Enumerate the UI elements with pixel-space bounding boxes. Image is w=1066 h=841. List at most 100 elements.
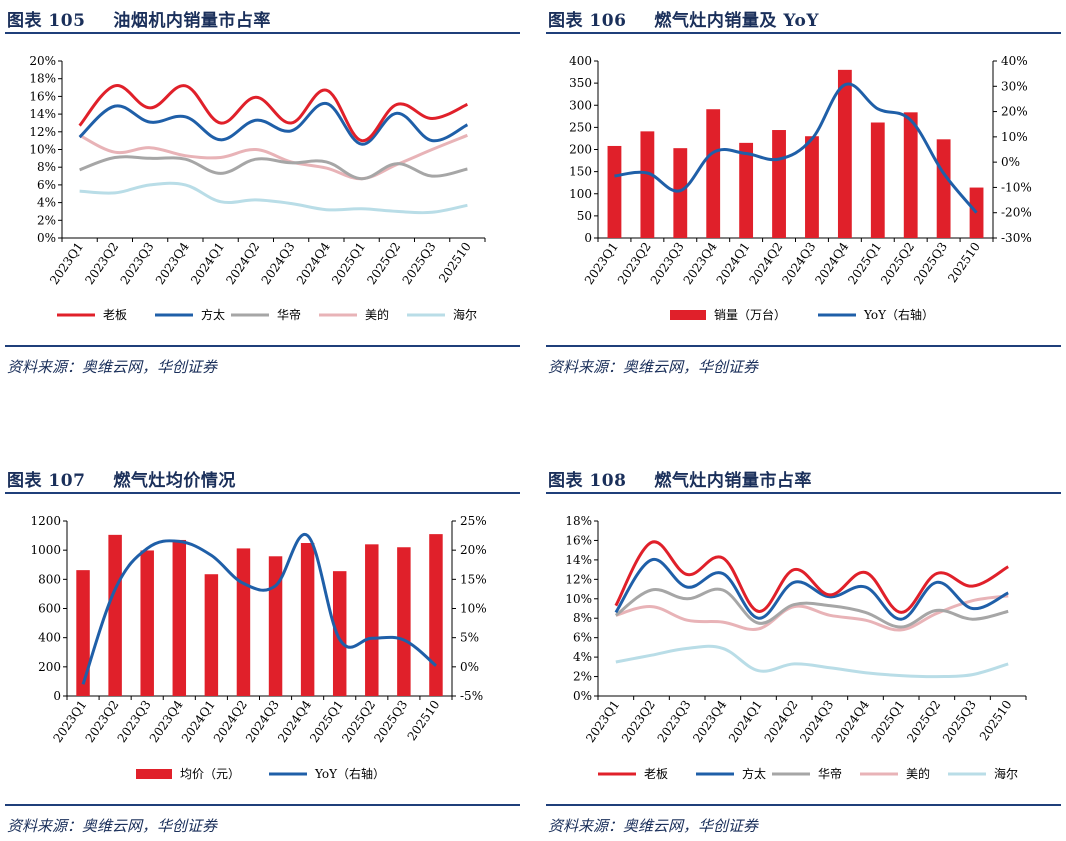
x-tick-label: 2023Q3	[655, 698, 694, 745]
bar-2024Q1	[204, 574, 219, 696]
y-tick-label: 0%	[573, 689, 592, 703]
bar-2024Q4	[300, 543, 315, 696]
y-tick-label: 250	[569, 120, 592, 134]
y-tick-label: 14%	[565, 553, 592, 567]
chart-107: 0200400600800100012002023Q12023Q22023Q32…	[30, 514, 487, 781]
legend-label: 海尔	[994, 766, 1018, 781]
y-tick-label: 18%	[29, 72, 56, 86]
bar-2024Q1	[739, 142, 754, 238]
chart-number: 图表 107	[7, 471, 86, 491]
y2-tick-label: 10%	[1001, 130, 1028, 144]
y-tick-label: 16%	[29, 89, 56, 103]
source-rule	[546, 804, 1061, 806]
y-tick-label: 400	[569, 54, 592, 68]
y2-tick-label: 5%	[460, 631, 479, 645]
legend-label: 美的	[906, 766, 930, 781]
bar-2025Q2	[903, 112, 918, 238]
x-tick-label: 2025Q3	[371, 698, 410, 745]
legend-label: YoY（右轴）	[863, 307, 934, 322]
legend-label: 华帝	[277, 307, 301, 322]
y-tick-label: 10%	[565, 592, 592, 606]
bar-2023Q1	[607, 145, 622, 238]
legend-swatch	[136, 769, 172, 779]
title-rule	[546, 492, 1061, 494]
chart-title-text: 燃气灶内销量市占率	[654, 471, 812, 491]
yoy-line	[614, 82, 978, 214]
y-tick-label: 0	[53, 689, 61, 703]
y-tick-label: 800	[38, 572, 61, 586]
bar-2024Q4	[837, 69, 852, 238]
legend-label: 老板	[644, 767, 668, 781]
y-tick-label: 4%	[573, 650, 592, 664]
bar-2023Q4	[172, 539, 187, 696]
y-tick-label: 10%	[29, 143, 56, 157]
bar-2025Q3	[397, 547, 411, 696]
legend-label: 老板	[103, 308, 127, 322]
x-tick-label: 2023Q4	[690, 697, 729, 745]
y-tick-label: 350	[569, 76, 592, 90]
y2-tick-label: 20%	[460, 543, 487, 557]
chart-title: 图表 107 燃气灶均价情况	[7, 466, 236, 491]
x-tick-label: 2025Q3	[911, 240, 950, 287]
bar-2023Q4	[706, 109, 721, 238]
chart-title: 图表 108 燃气灶内销量市占率	[548, 466, 812, 491]
y-tick-label: 300	[569, 98, 592, 112]
chart-title: 图表 106 燃气灶内销量及 YoY	[548, 6, 819, 31]
y-tick-label: 2%	[573, 670, 592, 684]
bar-2024Q3	[805, 136, 819, 238]
chart-106: 0501001502002503003504002023Q12023Q22023…	[569, 54, 1032, 322]
y-tick-label: 2%	[37, 213, 56, 227]
bar-2025Q1	[332, 571, 347, 696]
x-tick-label: 202510	[977, 698, 1015, 744]
x-tick-label: 2023Q2	[619, 698, 658, 745]
x-tick-label: 202510	[405, 698, 443, 744]
y-tick-label: 20%	[29, 54, 56, 68]
legend-label: 华帝	[818, 766, 842, 781]
y2-tick-label: -30%	[1001, 231, 1032, 245]
x-tick-label: 2023Q2	[82, 240, 121, 287]
legend-label: 销量（万台）	[714, 307, 786, 322]
x-tick-label: 2023Q1	[583, 698, 622, 745]
title-rule	[5, 32, 520, 34]
legend-label: YoY（右轴）	[314, 766, 385, 781]
bar-2024Q3	[268, 556, 283, 696]
y-tick-label: 6%	[37, 178, 56, 192]
bar-2025Q1	[870, 122, 885, 238]
x-tick-label: 202510	[945, 240, 983, 286]
legend-label: 方太	[201, 307, 225, 322]
x-tick-label: 2024Q3	[797, 698, 836, 745]
series-line-方太	[614, 558, 1009, 621]
legend-label: 均价（元）	[180, 767, 240, 781]
x-tick-label: 202510	[436, 240, 474, 286]
source-note: 资料来源：奥维云网，华创证券	[548, 358, 759, 376]
yoy-line	[81, 532, 437, 685]
bar-2023Q1	[76, 570, 90, 696]
x-tick-label: 2025Q3	[940, 698, 979, 745]
y-tick-label: 14%	[29, 107, 56, 121]
y2-tick-label: 10%	[460, 602, 487, 616]
y-tick-label: 12%	[565, 572, 592, 586]
title-rule	[546, 32, 1061, 34]
x-tick-label: 2024Q2	[223, 240, 262, 287]
chart-title-text: 油烟机内销量市占率	[113, 11, 271, 31]
y2-tick-label: -5%	[460, 689, 483, 703]
y2-tick-label: 20%	[1001, 105, 1028, 119]
chart-title-text: 燃气灶均价情况	[113, 471, 236, 491]
chart-title: 图表 105 油烟机内销量市占率	[7, 6, 271, 31]
y-tick-label: 0%	[37, 231, 56, 245]
series-line-海尔	[615, 644, 1009, 679]
x-tick-label: 2023Q1	[47, 240, 86, 287]
x-tick-label: 2024Q2	[762, 698, 801, 745]
bar-2023Q2	[108, 534, 122, 696]
chart-number: 图表 108	[548, 471, 627, 491]
y2-tick-label: -20%	[1001, 206, 1032, 220]
bar-2024Q2	[772, 130, 786, 238]
y-tick-label: 6%	[573, 631, 592, 645]
x-tick-label: 2024Q4	[833, 697, 872, 745]
series-line-老板	[78, 84, 469, 143]
y-tick-label: 150	[569, 165, 592, 179]
source-rule	[546, 345, 1061, 347]
y-tick-label: 600	[38, 602, 61, 616]
bar-2023Q2	[640, 131, 655, 238]
bar-2025Q2	[365, 544, 379, 696]
